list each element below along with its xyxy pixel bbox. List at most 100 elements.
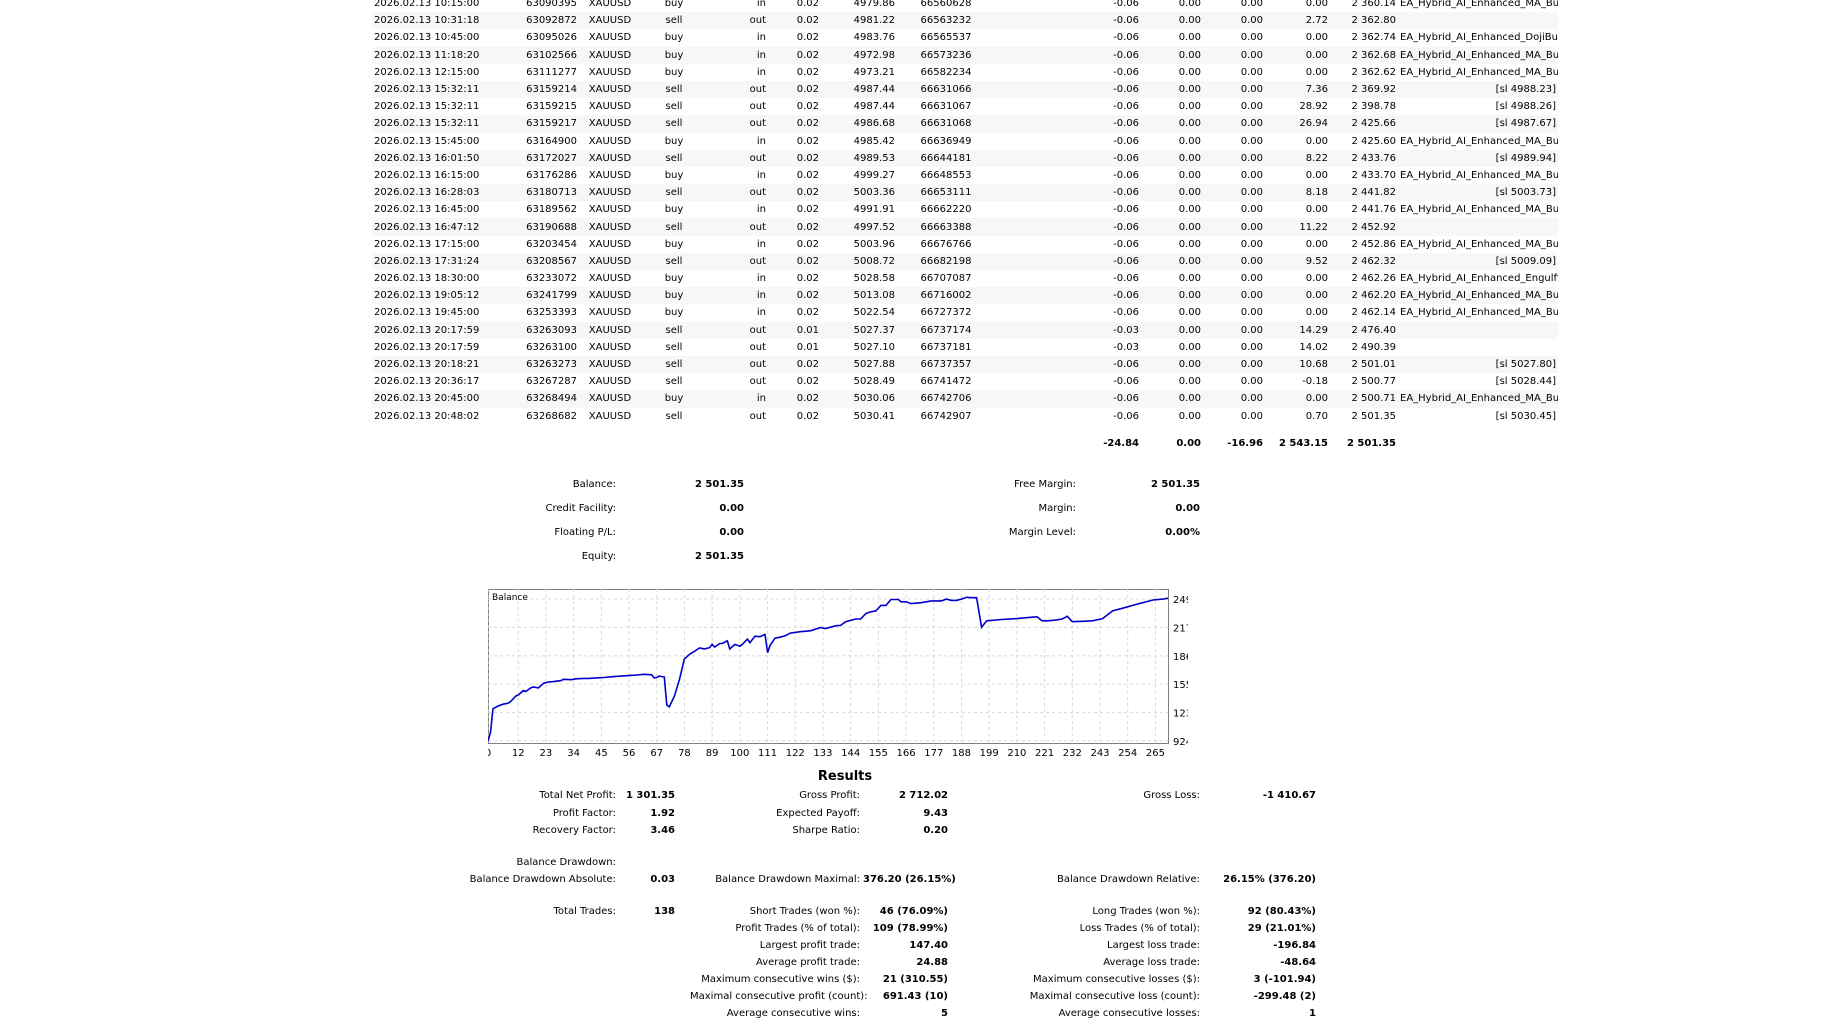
chart-x-tick-label: 100 bbox=[730, 748, 749, 759]
deal-balance: 2 369.92 bbox=[1330, 80, 1398, 99]
deal-time: 2026.02.13 20:36:17 bbox=[374, 376, 480, 388]
deal-swap: 0.00 bbox=[1203, 355, 1265, 374]
deal-type: sell bbox=[665, 376, 683, 388]
deal-profit: 28.92 bbox=[1299, 101, 1328, 113]
deal-row: 2026.02.13 10:15:00 63090395 XAUUSD buy in 0.… bbox=[372, 0, 1558, 12]
deal-fee: 0.00 bbox=[1141, 355, 1203, 374]
deal-type: buy bbox=[664, 273, 684, 285]
deal-fee: 0.00 bbox=[1141, 149, 1203, 167]
deal-commission: -0.06 bbox=[1113, 307, 1139, 319]
deal-profit: 0.00 bbox=[1305, 238, 1328, 250]
deal-row: 2026.02.13 12:15:00 63111277 XAUUSD buy in 0.… bbox=[372, 64, 1558, 81]
chart-x-tick-label: 45 bbox=[595, 748, 608, 759]
deal-id: 63164900 bbox=[526, 135, 577, 147]
deal-symbol: XAUUSD bbox=[588, 66, 632, 78]
max-cons-losses-label: Maximum consecutive losses ($): bbox=[1033, 974, 1200, 985]
bd-maximal-value: 376.20 (26.15%) bbox=[863, 874, 956, 885]
largest-loss-label: Largest loss trade: bbox=[1107, 940, 1200, 951]
deal-symbol: XAUUSD bbox=[588, 238, 632, 250]
deal-direction: out bbox=[707, 80, 768, 99]
deal-profit: 10.68 bbox=[1265, 355, 1330, 374]
deal-type: buy bbox=[641, 46, 707, 64]
deal-direction: out bbox=[707, 218, 768, 236]
deal-profit: 0.70 bbox=[1305, 410, 1328, 422]
deal-row: 2026.02.13 20:45:00 63268494 XAUUSD buy in 0.… bbox=[372, 390, 1558, 408]
chart-x-tick-label: 188 bbox=[952, 748, 971, 759]
deal-row: 2026.02.13 10:31:18 63092872 XAUUSD sell out… bbox=[372, 12, 1558, 30]
deal-id: 63263273 bbox=[503, 355, 579, 374]
deal-symbol: XAUUSD bbox=[579, 115, 641, 133]
deal-type: sell bbox=[641, 321, 707, 339]
deal-id: 63268682 bbox=[526, 410, 577, 422]
deal-volume: 0.02 bbox=[768, 184, 821, 202]
deal-symbol: XAUUSD bbox=[579, 355, 641, 374]
deal-swap: 0.00 bbox=[1203, 287, 1265, 305]
deal-comment: EA_Hybrid_AI_Enhanced_DojiBuy_Q bbox=[1400, 32, 1558, 44]
deal-time: 2026.02.13 18:30:00 bbox=[374, 273, 480, 285]
floating-value: 0.00 bbox=[719, 527, 744, 538]
deal-volume: 0.01 bbox=[796, 341, 819, 353]
deal-id: 63189562 bbox=[526, 204, 577, 216]
deal-row: 2026.02.13 17:15:00 63203454 XAUUSD buy in 0.… bbox=[372, 236, 1558, 253]
deal-symbol: XAUUSD bbox=[588, 204, 632, 216]
max-cons-wins-label: Maximum consecutive wins ($): bbox=[701, 974, 860, 985]
deal-row: 2026.02.13 15:32:11 63159214 XAUUSD sell out… bbox=[372, 80, 1558, 99]
chart-x-tick-label: 265 bbox=[1146, 748, 1165, 759]
deal-direction: out bbox=[749, 410, 766, 422]
deal-order: 66636949 bbox=[920, 135, 972, 147]
chart-title: Balance bbox=[492, 593, 528, 603]
deal-profit: 2.72 bbox=[1265, 12, 1330, 30]
deal-balance: 2 433.76 bbox=[1330, 149, 1398, 167]
deal-volume: 0.02 bbox=[768, 287, 821, 305]
chart-frame bbox=[488, 589, 1169, 744]
deal-volume: 0.02 bbox=[796, 307, 819, 319]
deal-id: 63159214 bbox=[503, 80, 579, 99]
deal-price: 5008.72 bbox=[821, 252, 897, 270]
deal-symbol: XAUUSD bbox=[588, 273, 632, 285]
deal-balance: 2 362.68 bbox=[1330, 46, 1398, 64]
deal-order: 66560628 bbox=[920, 0, 972, 10]
deal-direction: out bbox=[707, 184, 768, 202]
deal-comment bbox=[1398, 218, 1558, 236]
deal-balance: 2 462.32 bbox=[1330, 252, 1398, 270]
deal-type: sell bbox=[641, 115, 707, 133]
deal-swap: 0.00 bbox=[1240, 32, 1263, 44]
gross-loss-label: Gross Loss: bbox=[1143, 790, 1200, 801]
expected-payoff-label: Expected Payoff: bbox=[776, 808, 860, 819]
deal-type: sell bbox=[641, 149, 707, 167]
deal-volume: 0.02 bbox=[796, 135, 819, 147]
short-trades-label: Short Trades (won %): bbox=[749, 906, 860, 917]
deal-balance: 2 398.78 bbox=[1351, 101, 1396, 113]
deal-fee: 0.00 bbox=[1178, 341, 1201, 353]
balance-value: 2 501.35 bbox=[694, 479, 744, 490]
deal-swap: 0.00 bbox=[1240, 341, 1263, 353]
total-trades-value: 138 bbox=[654, 906, 675, 917]
deal-commission: -0.06 bbox=[995, 80, 1141, 99]
chart-x-tick-label: 254 bbox=[1118, 748, 1137, 759]
deal-balance: 2 452.92 bbox=[1330, 218, 1398, 236]
deal-comment: EA_Hybrid_AI_Enhanced_MA_Buy_Q7 bbox=[1398, 390, 1558, 408]
deal-price: 4981.22 bbox=[821, 12, 897, 30]
avg-loss-label: Average loss trade: bbox=[1103, 957, 1200, 968]
deal-type: sell bbox=[641, 184, 707, 202]
deal-swap: 0.00 bbox=[1240, 273, 1263, 285]
deal-fee: 0.00 bbox=[1141, 80, 1203, 99]
deal-comment: [sl 4987.67] bbox=[1398, 115, 1558, 133]
max-cons-losses-value: 3 (-101.94) bbox=[1253, 974, 1316, 985]
deal-fee: 0.00 bbox=[1141, 12, 1203, 30]
deal-direction: in bbox=[756, 238, 766, 250]
deal-comment: EA_Hybrid_AI_Enhanced_Engulfing bbox=[1400, 273, 1558, 285]
deal-row: 2026.02.13 19:05:12 63241799 XAUUSD buy in 0.… bbox=[372, 287, 1558, 305]
deal-profit: 0.00 bbox=[1305, 273, 1328, 285]
deal-commission: -0.06 bbox=[1113, 238, 1139, 250]
deal-comment: EA_Hybrid_AI_Enhanced_MA_Buy_Q9 bbox=[1398, 287, 1558, 305]
deal-fee: 0.00 bbox=[1178, 238, 1201, 250]
deal-volume: 0.02 bbox=[796, 169, 819, 181]
deal-direction: out bbox=[707, 355, 768, 374]
deal-direction: out bbox=[707, 252, 768, 270]
chart-x-tick-label: 155 bbox=[869, 748, 888, 759]
deal-id: 63102566 bbox=[503, 46, 579, 64]
deal-balance: 2 362.62 bbox=[1351, 66, 1396, 78]
deal-profit: 8.22 bbox=[1265, 149, 1330, 167]
deal-volume: 0.02 bbox=[768, 115, 821, 133]
